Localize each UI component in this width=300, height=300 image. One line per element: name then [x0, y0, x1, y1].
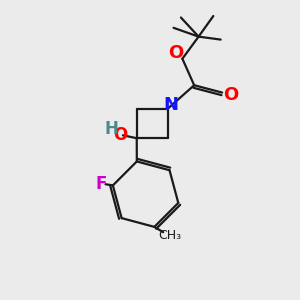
Text: CH₃: CH₃ — [158, 229, 181, 242]
Text: O: O — [113, 126, 128, 144]
Text: O: O — [223, 86, 238, 104]
Text: N: N — [164, 96, 179, 114]
Text: H: H — [104, 120, 118, 138]
Text: O: O — [168, 44, 184, 62]
Text: F: F — [96, 175, 107, 193]
